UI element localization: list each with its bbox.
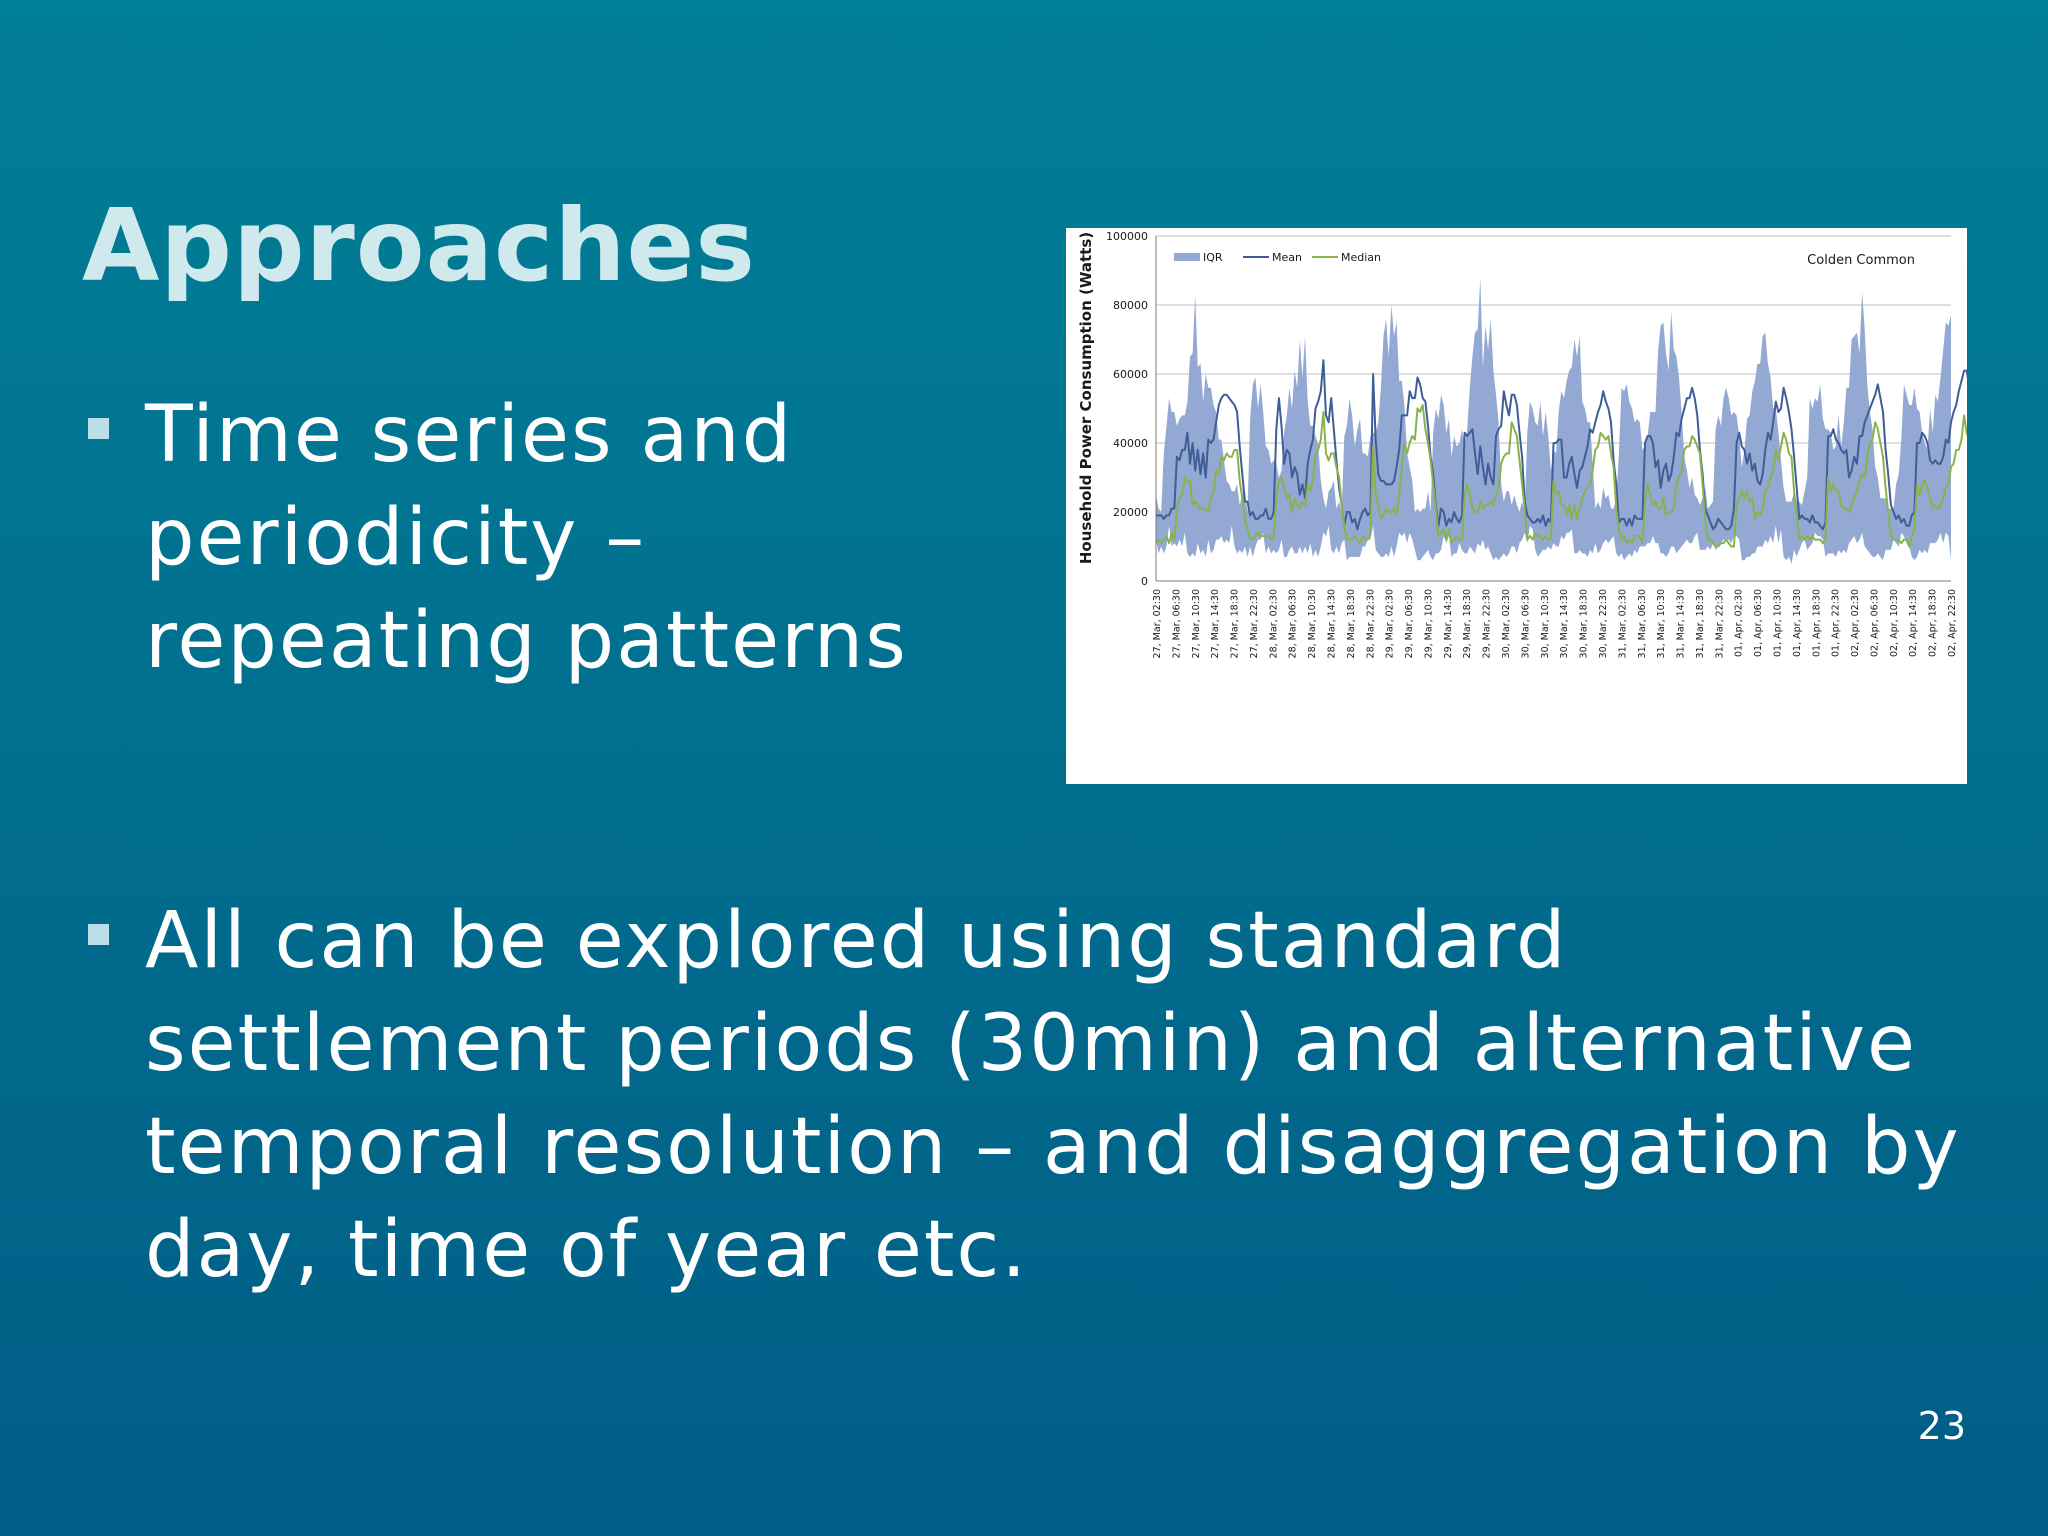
x-tick-label: 01, Apr, 10:30	[1773, 589, 1784, 657]
x-tick-label: 31, Mar, 06:30	[1637, 589, 1648, 658]
bullet-settlement-periods: All can be explored using standard settl…	[84, 890, 2025, 1302]
square-bullet-icon	[88, 418, 109, 439]
x-tick-label: 29, Mar, 18:30	[1462, 589, 1473, 658]
iqr-band	[1156, 277, 1951, 564]
x-tick-label: 27, Mar, 10:30	[1191, 589, 1202, 658]
x-tick-label: 29, Mar, 14:30	[1443, 589, 1454, 658]
x-tick-label: 28, Mar, 10:30	[1307, 589, 1318, 658]
x-tick-label: 02, Apr, 18:30	[1928, 589, 1939, 657]
x-tick-label: 29, Mar, 10:30	[1424, 589, 1435, 658]
y-tick-label: 0	[1141, 575, 1148, 588]
x-tick-label: 28, Mar, 22:30	[1365, 589, 1376, 658]
x-tick-label: 31, Mar, 22:30	[1714, 589, 1725, 658]
x-tick-label: 31, Mar, 02:30	[1617, 589, 1628, 658]
square-bullet-icon	[88, 924, 109, 945]
bullet-text: Time series and periodicity – repeating …	[145, 390, 908, 686]
x-tick-label: 27, Mar, 02:30	[1152, 589, 1163, 658]
x-tick-label: 27, Mar, 06:30	[1171, 589, 1182, 658]
x-tick-label: 02, Apr, 06:30	[1869, 589, 1880, 657]
y-tick-label: 40000	[1113, 437, 1148, 450]
chart-svg: 0 20000 40000 60000 80000 100000 27, Mar, 02:…	[1077, 230, 1967, 658]
x-tick-label: 01, Apr, 02:30	[1734, 589, 1745, 657]
y-tick-label: 20000	[1113, 506, 1148, 519]
x-tick-label: 02, Apr, 14:30	[1908, 589, 1919, 657]
x-tick-label: 29, Mar, 06:30	[1404, 589, 1415, 658]
x-tick-label: 27, Mar, 18:30	[1230, 589, 1241, 658]
y-tick-label: 100000	[1106, 230, 1148, 243]
x-tick-label: 29, Mar, 22:30	[1482, 589, 1493, 658]
x-tick-label: 31, Mar, 14:30	[1676, 589, 1687, 658]
x-tick-label: 28, Mar, 02:30	[1268, 589, 1279, 658]
consumption-chart: 0 20000 40000 60000 80000 100000 27, Mar, 02:…	[1066, 228, 1967, 784]
slide-title: Approaches	[82, 187, 756, 304]
x-tick-label: 31, Mar, 10:30	[1656, 589, 1667, 658]
chart-title: Colden Common	[1807, 253, 1915, 268]
bullet-text: All can be explored using standard settl…	[145, 896, 1961, 1295]
x-tick-label: 30, Mar, 22:30	[1598, 589, 1609, 658]
median-line	[1155, 404, 1967, 548]
bullet-time-series: Time series and periodicity – repeating …	[84, 384, 1025, 693]
y-axis-label: Household Power Consumption (Watts)	[1077, 232, 1095, 564]
legend-label: Median	[1341, 251, 1381, 264]
page-number: 23	[1917, 1404, 1966, 1448]
x-tick-label: 02, Apr, 02:30	[1850, 589, 1861, 657]
x-tick-label: 02, Apr, 22:30	[1947, 589, 1958, 657]
x-tick-label: 30, Mar, 18:30	[1579, 589, 1590, 658]
x-tick-label: 30, Mar, 14:30	[1559, 589, 1570, 658]
x-tick-label: 01, Apr, 18:30	[1811, 589, 1822, 657]
x-tick-label: 28, Mar, 06:30	[1288, 589, 1299, 658]
x-tick-label: 31, Mar, 18:30	[1695, 589, 1706, 658]
x-tick-label: 01, Apr, 22:30	[1831, 589, 1842, 657]
x-tick-label: 01, Apr, 14:30	[1792, 589, 1803, 657]
y-tick-label: 80000	[1113, 299, 1148, 312]
x-tick-label: 30, Mar, 06:30	[1520, 589, 1531, 658]
x-tick-label: 27, Mar, 14:30	[1210, 589, 1221, 658]
mean-line	[1156, 359, 1967, 531]
x-tick-label: 28, Mar, 14:30	[1327, 589, 1338, 658]
x-tick-label: 27, Mar, 22:30	[1249, 589, 1260, 658]
x-tick-label: 30, Mar, 02:30	[1501, 589, 1512, 658]
y-tick-label: 60000	[1113, 368, 1148, 381]
x-tick-label: 30, Mar, 10:30	[1540, 589, 1551, 658]
legend-label: IQR	[1203, 251, 1223, 264]
x-tick-label: 02, Apr, 10:30	[1889, 589, 1900, 657]
x-tick-label: 01, Apr, 06:30	[1753, 589, 1764, 657]
x-tick-label: 28, Mar, 18:30	[1346, 589, 1357, 658]
x-tick-label: 29, Mar, 02:30	[1385, 589, 1396, 658]
legend-label: Mean	[1272, 251, 1302, 264]
legend-swatch-iqr	[1174, 253, 1200, 261]
